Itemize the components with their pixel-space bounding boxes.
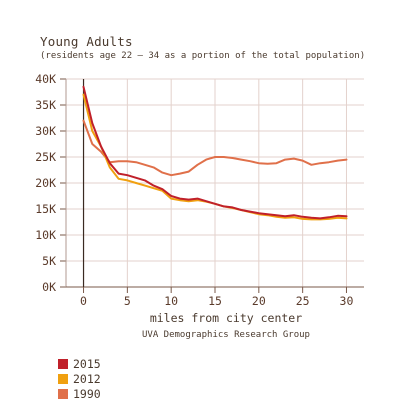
y-tick-label: 0K [42,280,56,294]
x-tick-label: 0 [80,294,87,308]
legend-label: 2012 [73,371,101,386]
y-tick-label: 40K [35,72,56,86]
legend-swatch [58,373,68,384]
legend: 2015 2012 1990 [58,356,101,401]
y-tick-label: 15K [35,202,56,216]
y-tick-label: 25K [35,150,56,164]
tick-labels: 0K 5K 10K 15K 20K 25K 30K 35K 40K 0 5 10 15 20 25 30 [35,72,353,308]
y-tick-label: 30K [35,124,56,138]
chart-title: Young Adults [40,34,133,49]
legend-label: 1990 [73,386,101,401]
x-axis-label: miles from city center [150,311,302,325]
legend-item-2012: 2012 [58,371,101,386]
y-tick-label: 10K [35,228,56,242]
axes [60,78,364,293]
source-label: UVA Demographics Research Group [142,330,310,340]
y-tick-label: 5K [42,254,56,268]
x-tick-label: 15 [208,294,222,308]
chart-subtitle: (residents age 22 – 34 as a portion of t… [40,51,366,61]
series-lines [82,85,348,221]
x-tick-label: 30 [340,294,354,308]
legend-item-1990: 1990 [58,386,101,401]
y-tick-label: 20K [35,176,56,190]
x-tick-label: 20 [252,294,266,308]
series-line-2015 [82,85,348,220]
legend-swatch [58,388,68,399]
x-tick-label: 5 [124,294,131,308]
grid [66,78,364,288]
legend-label: 2015 [73,356,101,371]
x-tick-label: 10 [164,294,178,308]
legend-item-2015: 2015 [58,356,101,371]
series-line-1990 [82,119,348,177]
legend-swatch [58,358,68,369]
x-tick-label: 25 [296,294,310,308]
y-tick-label: 35K [35,98,56,112]
